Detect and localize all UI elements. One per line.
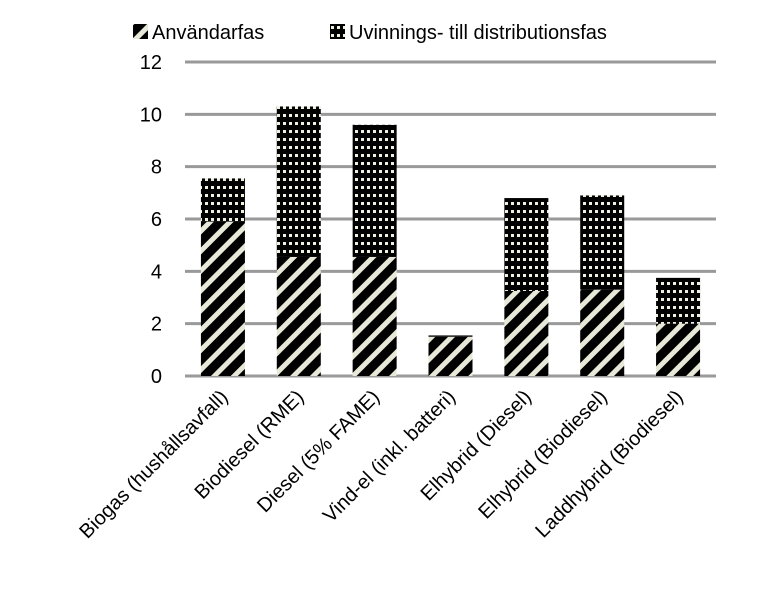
- bar-uvinningsfas-1: [276, 106, 321, 257]
- bar-uvinningsfas-5: [580, 195, 625, 290]
- legend: Användarfas Uvinnings- till distribution…: [133, 22, 607, 44]
- bars: [200, 106, 701, 376]
- x-category-label-0: Biogas (hushållsavfall): [75, 386, 232, 543]
- y-tick-label-10: 10: [140, 104, 162, 126]
- gridlines: [185, 60, 716, 378]
- y-tick-label-4: 4: [151, 261, 162, 283]
- legend-label-anvandarfas: Användarfas: [152, 22, 264, 44]
- bar-uvinningsfas-2: [352, 124, 397, 257]
- legend-swatch-uvinningsfas: [330, 24, 345, 39]
- y-tick-label-2: 2: [151, 314, 162, 336]
- legend-label-uvinningsfas: Uvinnings- till distributionsfas: [349, 22, 607, 44]
- y-axis-ticks: 0 2 4 6 8 10 12: [140, 52, 162, 388]
- bar-uvinningsfas-0: [200, 178, 245, 222]
- bar-uvinningsfas-6: [656, 277, 701, 324]
- bar-anvandarfas-2: [352, 256, 397, 376]
- y-tick-label-8: 8: [151, 157, 162, 179]
- bar-uvinningsfas-4: [504, 198, 549, 291]
- x-category-label-6: Laddhybrid (Biodiesel): [531, 386, 687, 542]
- bar-anvandarfas-0: [200, 221, 245, 376]
- y-tick-label-6: 6: [151, 209, 162, 231]
- bar-uvinningsfas-3: [428, 335, 473, 337]
- bar-anvandarfas-4: [504, 290, 549, 376]
- legend-swatch-anvandarfas: [133, 24, 148, 39]
- bar-anvandarfas-6: [656, 323, 701, 376]
- x-category-label-3: Vind-el (inkl. batteri): [319, 386, 460, 527]
- x-axis-labels: Biogas (hushållsavfall)Biodiesel (RME)Di…: [75, 386, 687, 543]
- y-tick-label-12: 12: [140, 52, 162, 74]
- bar-anvandarfas-5: [580, 289, 625, 376]
- bar-anvandarfas-3: [428, 336, 473, 376]
- y-tick-label-0: 0: [151, 366, 162, 388]
- x-category-label-5: Elhybrid (Biodiesel): [474, 386, 611, 523]
- bar-anvandarfas-1: [276, 256, 321, 376]
